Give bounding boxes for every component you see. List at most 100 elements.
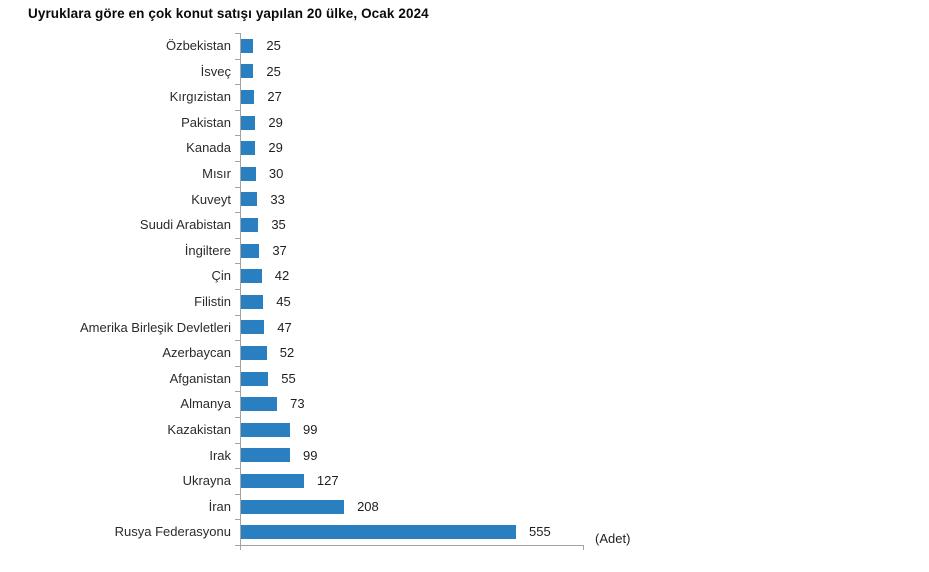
y-axis-tick: [235, 493, 240, 495]
category-label: Özbekistan: [165, 38, 231, 53]
category-label: Amerika Birleşik Devletleri: [80, 319, 231, 335]
bar: [241, 217, 259, 232]
chart-title: Uyruklara göre en çok konut satışı yapıl…: [28, 6, 429, 21]
bar: [241, 320, 265, 335]
chart-row: Afganistan 55: [0, 366, 929, 392]
bar: [241, 166, 256, 181]
category-label: Rusya Federasyonu: [114, 524, 231, 540]
value-label: 25: [266, 63, 281, 79]
bar: [241, 192, 258, 207]
category-label: İsveç: [200, 63, 231, 79]
chart-row: İran 208: [0, 494, 929, 520]
value-label: 45: [276, 294, 291, 309]
value-label: 127: [316, 473, 339, 489]
category-label: Kuveyt: [191, 191, 231, 207]
chart-row: Filistin 45: [0, 289, 929, 315]
category-label: Irak: [209, 447, 231, 463]
bar: [241, 269, 262, 284]
chart-row: Kırgızistan 27: [0, 84, 929, 110]
y-axis-tick: [235, 289, 240, 290]
chart-row: Özbekistan 25: [0, 33, 929, 59]
chart-row: İngiltere 37: [0, 238, 929, 264]
bar: [241, 397, 278, 412]
bar: [241, 448, 291, 463]
chart-row: Almanya 73: [0, 391, 929, 417]
bar: [241, 525, 516, 540]
y-axis-tick: [235, 519, 240, 521]
bar: [241, 422, 291, 437]
category-label: İran: [208, 498, 231, 514]
y-axis-tick: [235, 545, 240, 546]
x-axis-tick-start: [240, 545, 241, 550]
value-label: 29: [268, 140, 283, 156]
chart-row: Pakistan 29: [0, 110, 929, 136]
value-label: 29: [268, 114, 283, 130]
category-label: Mısır: [202, 166, 231, 181]
chart-row: Mısır 30: [0, 161, 929, 187]
value-label: 25: [266, 38, 281, 53]
value-label: 37: [272, 242, 287, 258]
value-label: 208: [357, 498, 379, 514]
chart-row: Rusya Federasyonu 555: [0, 519, 929, 545]
value-label: 52: [279, 345, 295, 361]
value-label: 73: [290, 396, 305, 412]
y-axis-tick: [235, 33, 240, 34]
y-axis-tick: [235, 212, 240, 214]
category-label: Pakistan: [181, 114, 231, 130]
chart-row: Çin 42: [0, 263, 929, 289]
category-label: İngiltere: [184, 242, 231, 258]
y-axis-tick: [235, 365, 240, 367]
category-label: Kırgızistan: [169, 89, 231, 105]
category-label: Ukrayna: [182, 473, 231, 489]
value-label: 555: [529, 524, 551, 540]
bar: [241, 294, 264, 309]
value-label: 47: [277, 319, 292, 335]
value-label: 33: [270, 191, 285, 207]
value-label: 42: [274, 268, 290, 284]
y-axis-tick: [235, 161, 240, 162]
x-axis-line: [240, 545, 584, 546]
y-axis-tick: [235, 186, 240, 188]
x-axis-tick-end: [583, 545, 584, 550]
y-axis-tick: [235, 468, 240, 470]
y-axis-tick: [235, 417, 240, 418]
value-label: 35: [271, 217, 286, 233]
category-label: Çin: [211, 268, 231, 284]
category-label: Afganistan: [169, 370, 231, 386]
bar: [241, 345, 267, 360]
bar: [241, 141, 256, 156]
y-axis-tick: [235, 237, 240, 239]
bar: [241, 499, 345, 514]
bar: [241, 38, 254, 53]
y-axis-tick: [235, 109, 240, 111]
chart-row: Kanada 29: [0, 135, 929, 161]
chart-row: Kazakistan 99: [0, 417, 929, 443]
bar: [241, 243, 260, 258]
y-axis-tick: [235, 391, 240, 393]
chart-row: Azerbaycan 52: [0, 340, 929, 366]
category-label: Kazakistan: [167, 422, 231, 437]
y-axis-tick: [235, 135, 240, 137]
value-label: 55: [281, 370, 296, 386]
chart-row: Suudi Arabistan 35: [0, 212, 929, 238]
category-label: Azerbaycan: [162, 345, 231, 361]
category-label: Kanada: [186, 140, 231, 156]
plot-area: Özbekistan 25 İsveç 25 Kırgızistan 27 Pakistan…: [0, 33, 929, 572]
bar: [241, 64, 254, 79]
category-label: Almanya: [180, 396, 231, 412]
y-axis-tick: [235, 58, 240, 60]
bar: [241, 89, 255, 104]
y-axis-tick: [235, 263, 240, 265]
bar: [241, 371, 269, 386]
bar: [241, 115, 256, 130]
value-label: 99: [303, 422, 318, 437]
category-label: Suudi Arabistan: [139, 217, 231, 233]
value-label: 99: [303, 447, 318, 463]
chart-row: Kuveyt 33: [0, 187, 929, 213]
chart-row: Ukrayna 127: [0, 468, 929, 494]
bar: [241, 473, 304, 488]
value-label: 30: [268, 166, 284, 181]
y-axis-tick: [235, 314, 240, 316]
chart-row: İsveç 25: [0, 59, 929, 85]
y-axis-tick: [235, 84, 240, 86]
